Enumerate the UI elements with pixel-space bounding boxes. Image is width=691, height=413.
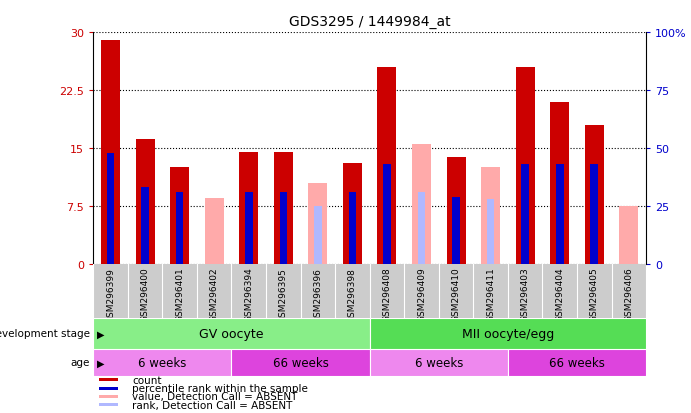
- Bar: [591, 165, 598, 264]
- Text: ▶: ▶: [97, 357, 104, 368]
- Bar: [453, 197, 460, 264]
- Text: GSM296409: GSM296409: [417, 267, 426, 322]
- Text: development stage: development stage: [0, 328, 90, 339]
- Bar: [585, 126, 604, 264]
- Bar: [556, 165, 564, 264]
- Text: 66 weeks: 66 weeks: [273, 356, 328, 369]
- Text: GSM296396: GSM296396: [313, 267, 323, 322]
- Text: value, Detection Call = ABSENT: value, Detection Call = ABSENT: [132, 392, 297, 401]
- Text: percentile rank within the sample: percentile rank within the sample: [132, 383, 308, 393]
- Text: GSM296400: GSM296400: [140, 267, 150, 322]
- Text: 6 weeks: 6 weeks: [138, 356, 187, 369]
- Bar: [417, 192, 426, 264]
- Bar: [383, 165, 391, 264]
- Bar: [486, 199, 495, 264]
- Bar: [280, 192, 287, 264]
- Bar: [176, 192, 184, 264]
- Text: GSM296405: GSM296405: [589, 267, 599, 322]
- Text: GSM296395: GSM296395: [278, 267, 288, 322]
- Bar: [515, 68, 535, 264]
- Bar: [99, 395, 118, 398]
- Bar: [343, 164, 362, 264]
- Bar: [239, 152, 258, 264]
- Text: age: age: [70, 357, 90, 368]
- Bar: [349, 192, 357, 264]
- Bar: [370, 349, 508, 376]
- Bar: [99, 403, 118, 406]
- Text: GSM296402: GSM296402: [209, 267, 219, 321]
- Text: MII oocyte/egg: MII oocyte/egg: [462, 327, 554, 340]
- Text: GSM296411: GSM296411: [486, 267, 495, 322]
- Text: GSM296401: GSM296401: [175, 267, 184, 322]
- Text: GSM296399: GSM296399: [106, 267, 115, 322]
- Text: GSM296404: GSM296404: [555, 267, 565, 321]
- Bar: [231, 349, 370, 376]
- Bar: [99, 378, 118, 382]
- Text: GSM296408: GSM296408: [382, 267, 392, 322]
- Bar: [550, 102, 569, 264]
- Text: ▶: ▶: [97, 328, 104, 339]
- Text: GSM296406: GSM296406: [624, 267, 634, 322]
- Bar: [142, 188, 149, 264]
- Text: GSM296394: GSM296394: [244, 267, 254, 322]
- Bar: [99, 387, 118, 390]
- Bar: [101, 41, 120, 264]
- Bar: [314, 206, 322, 264]
- Bar: [93, 318, 370, 349]
- Bar: [370, 318, 646, 349]
- Bar: [522, 165, 529, 264]
- Text: count: count: [132, 375, 162, 385]
- Bar: [308, 183, 328, 264]
- Text: GV oocyte: GV oocyte: [199, 327, 264, 340]
- Bar: [93, 349, 231, 376]
- Text: GSM296410: GSM296410: [451, 267, 461, 322]
- Bar: [481, 168, 500, 264]
- Title: GDS3295 / 1449984_at: GDS3295 / 1449984_at: [289, 15, 451, 29]
- Bar: [274, 152, 293, 264]
- Bar: [508, 349, 646, 376]
- Bar: [619, 206, 638, 264]
- Text: GSM296403: GSM296403: [520, 267, 530, 322]
- Bar: [245, 192, 253, 264]
- Bar: [107, 153, 115, 264]
- Text: 66 weeks: 66 weeks: [549, 356, 605, 369]
- Bar: [446, 158, 466, 264]
- Bar: [135, 140, 155, 264]
- Text: rank, Detection Call = ABSENT: rank, Detection Call = ABSENT: [132, 400, 292, 410]
- Bar: [377, 68, 397, 264]
- Bar: [205, 199, 224, 264]
- Text: 6 weeks: 6 weeks: [415, 356, 463, 369]
- Bar: [412, 145, 431, 264]
- Bar: [170, 168, 189, 264]
- Text: GSM296398: GSM296398: [348, 267, 357, 322]
